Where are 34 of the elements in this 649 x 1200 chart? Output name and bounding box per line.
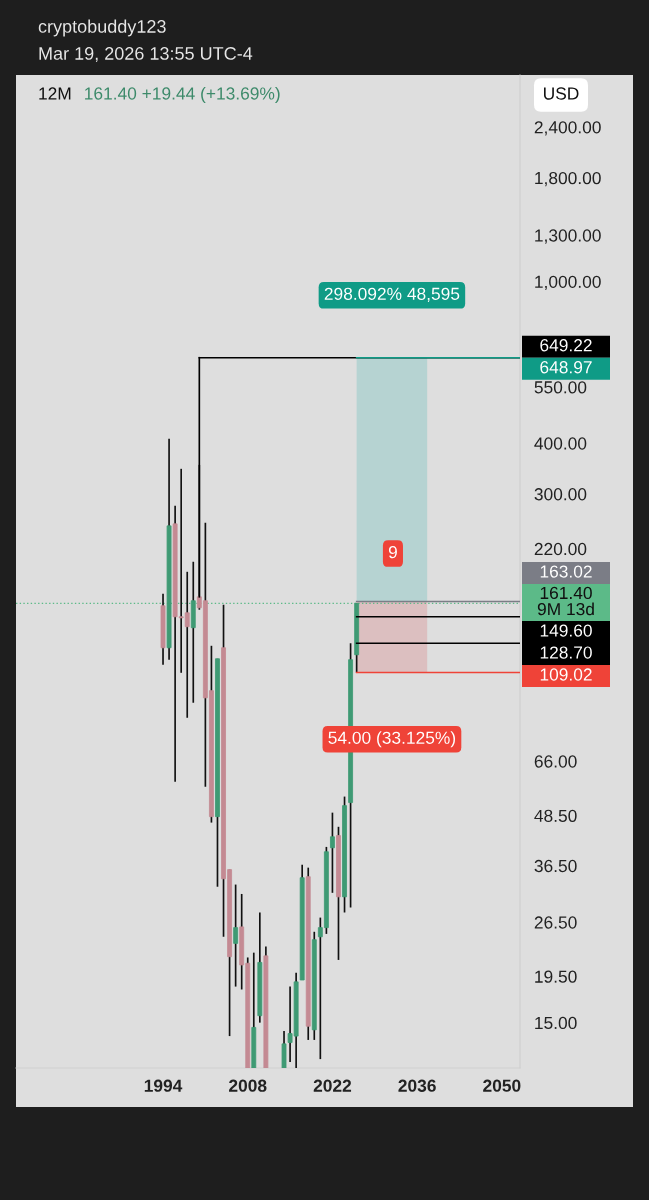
ref-line-label: 163.02: [540, 565, 592, 578]
y-tick-label: 300.00: [534, 488, 587, 501]
y-tick-label: 66.00: [534, 755, 577, 768]
annotation: 54.00 (33.125%): [328, 731, 456, 748]
ref-line-label: 648.97: [540, 361, 592, 374]
y-tick-label: 1,000.00: [535, 275, 601, 290]
ref-line-label: 109.02: [540, 668, 592, 681]
y-tick-label: 1,300.00: [535, 229, 601, 244]
y-tick-label: 550.00: [534, 381, 587, 394]
y-tick-label: 19.50: [535, 970, 577, 983]
text: 12M: [39, 87, 71, 100]
x-tick-label: 2050: [483, 1079, 521, 1092]
x-tick-label: 2036: [398, 1079, 436, 1092]
x-tick-label: 2008: [229, 1079, 267, 1092]
text: Mar 19, 2026 13:55 UTC-4: [39, 47, 253, 62]
ref-line-label: 161.40 9M 13d: [537, 586, 594, 616]
y-tick-label: 36.50: [534, 859, 577, 873]
y-tick-label: 2,400.00: [534, 121, 601, 136]
annotation: 9: [388, 545, 397, 559]
x-tick-label: 2022: [313, 1079, 352, 1092]
y-tick-label: 1,800.00: [535, 171, 601, 187]
ref-line-label: 649.22: [540, 339, 592, 352]
text: 161.40 +19.44 (+13.69%): [85, 86, 280, 104]
y-axis-title: USD: [544, 87, 579, 100]
y-tick-label: 15.00: [535, 1016, 577, 1030]
ref-line-label: 149.60: [540, 624, 592, 637]
ref-line-label: 128.70: [540, 646, 592, 659]
x-tick-label: 1994: [144, 1079, 183, 1092]
y-tick-label: 220.00: [534, 542, 587, 556]
text: cryptobuddy123: [38, 19, 166, 37]
annotation: 298.092% 48,595: [324, 287, 460, 302]
y-tick-label: 26.50: [534, 916, 577, 929]
y-tick-label: 48.50: [534, 809, 577, 822]
y-tick-label: 400.00: [534, 437, 587, 450]
